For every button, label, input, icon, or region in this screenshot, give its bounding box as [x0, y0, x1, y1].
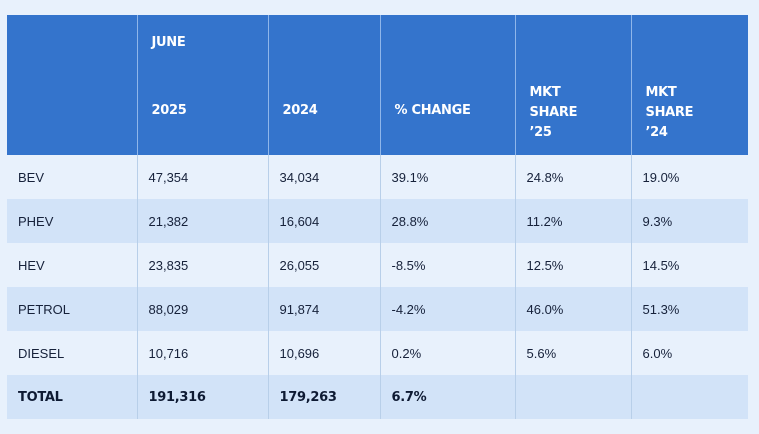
header-fuel-type — [7, 15, 137, 155]
header-month-label: JUNE — [151, 35, 186, 50]
header-2024: 2024 — [267, 15, 380, 155]
table-row: PHEV 21,382 16,604 28.8% 11.2% 9.3% — [7, 199, 748, 243]
row-label: BEV — [7, 155, 137, 199]
cell-share-2025: 24.8% — [514, 155, 631, 199]
table-row: DIESEL 10,716 10,696 0.2% 5.6% 6.0% — [7, 331, 748, 375]
cell-change: 0.2% — [379, 331, 515, 375]
header-2025-label: 2025 — [151, 103, 187, 118]
row-label: HEV — [7, 243, 137, 287]
cell-share-2024: 19.0% — [630, 155, 748, 199]
table-row: BEV 47,354 34,034 39.1% 24.8% 19.0% — [7, 155, 748, 199]
cell-2025: 21,382 — [136, 199, 268, 243]
cell-change: 39.1% — [379, 155, 515, 199]
fuel-type-sales-table: JUNE 2025 2024 % CHANGE MKT SHARE ’25 — [7, 15, 748, 419]
table-row: PETROL 88,029 91,874 -4.2% 46.0% 51.3% — [7, 287, 748, 331]
header-share-2025-label: MKT SHARE ’25 — [530, 83, 578, 143]
header-share-2025-line: MKT — [529, 85, 561, 100]
header-2025: JUNE 2025 — [136, 15, 268, 155]
header-share-2024-line: ’24 — [645, 125, 668, 140]
cell-change: -4.2% — [379, 287, 515, 331]
total-change: 6.7% — [379, 375, 515, 419]
cell-2024: 16,604 — [267, 199, 380, 243]
cell-change: 28.8% — [379, 199, 515, 243]
row-label: DIESEL — [7, 331, 137, 375]
header-share-2024: MKT SHARE ’24 — [630, 15, 748, 155]
cell-2024: 91,874 — [267, 287, 380, 331]
cell-share-2024: 9.3% — [630, 199, 748, 243]
header-share-2024-line: SHARE — [645, 105, 694, 120]
cell-2024: 34,034 — [267, 155, 380, 199]
cell-share-2025: 5.6% — [514, 331, 631, 375]
cell-2025: 88,029 — [136, 287, 268, 331]
header-share-2024-label: MKT SHARE ’24 — [646, 83, 694, 143]
cell-share-2025: 12.5% — [514, 243, 631, 287]
cell-share-2024: 51.3% — [630, 287, 748, 331]
table-header-row: JUNE 2025 2024 % CHANGE MKT SHARE ’25 — [7, 15, 748, 155]
total-share-2025 — [514, 375, 631, 419]
header-share-2025-line: ’25 — [529, 125, 552, 140]
header-share-2025-line: SHARE — [529, 105, 578, 120]
cell-share-2025: 11.2% — [514, 199, 631, 243]
total-share-2024 — [630, 375, 748, 419]
row-label: PETROL — [7, 287, 137, 331]
cell-2025: 10,716 — [136, 331, 268, 375]
sales-table-container: JUNE 2025 2024 % CHANGE MKT SHARE ’25 — [7, 15, 748, 419]
table-row: HEV 23,835 26,055 -8.5% 12.5% 14.5% — [7, 243, 748, 287]
cell-2024: 26,055 — [267, 243, 380, 287]
cell-share-2024: 14.5% — [630, 243, 748, 287]
cell-share-2025: 46.0% — [514, 287, 631, 331]
total-row: TOTAL 191,316 179,263 6.7% — [7, 375, 748, 419]
header-2024-label: 2024 — [282, 103, 318, 118]
total-label: TOTAL — [7, 375, 137, 419]
row-label: PHEV — [7, 199, 137, 243]
header-change: % CHANGE — [379, 15, 515, 155]
cell-2025: 23,835 — [136, 243, 268, 287]
header-share-2025: MKT SHARE ’25 — [514, 15, 631, 155]
total-2025: 191,316 — [136, 375, 268, 419]
cell-2025: 47,354 — [136, 155, 268, 199]
header-change-label: % CHANGE — [394, 103, 471, 118]
cell-2024: 10,696 — [267, 331, 380, 375]
total-2024: 179,263 — [267, 375, 380, 419]
cell-change: -8.5% — [379, 243, 515, 287]
header-share-2024-line: MKT — [645, 85, 677, 100]
cell-share-2024: 6.0% — [630, 331, 748, 375]
